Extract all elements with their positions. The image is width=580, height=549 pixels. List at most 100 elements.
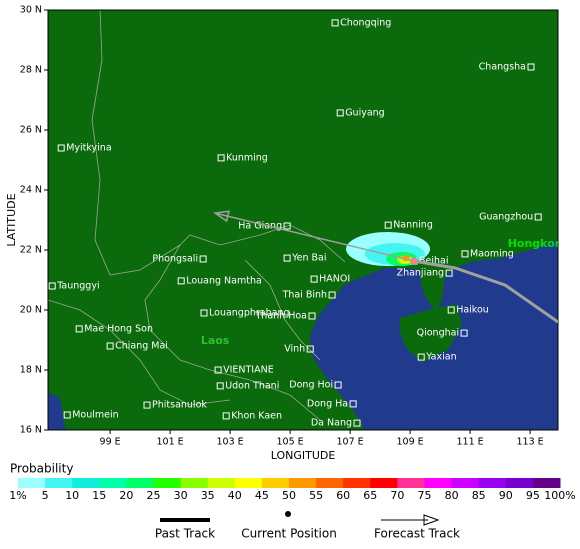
city-marker <box>447 306 455 314</box>
city-marker <box>417 353 425 361</box>
city-label: Ha Giang <box>238 221 282 232</box>
current-position <box>410 257 418 266</box>
city-label: Myitkyina <box>66 143 111 154</box>
colorbar-tick-label: 80 <box>445 489 459 502</box>
colorbar-tick-label: 70 <box>390 489 404 502</box>
colorbar-swatch <box>180 478 209 488</box>
city-label: Chongqing <box>340 17 391 28</box>
colorbar-tick-label: 25 <box>147 489 161 502</box>
colorbar-swatch <box>370 478 398 488</box>
city-marker <box>75 325 83 333</box>
colorbar-swatch <box>478 478 507 488</box>
city-label: Louang Namtha <box>186 275 262 286</box>
colorbar-tick-label: 95 <box>526 489 540 502</box>
city-label: Thanh Hoa <box>255 311 308 322</box>
colorbar-tick-label: 50 <box>282 489 296 502</box>
city-label: Changsha <box>479 62 526 73</box>
city-label: Khon Kaen <box>231 410 282 421</box>
city-marker <box>57 144 65 152</box>
colorbar-swatch <box>234 478 263 488</box>
y-tick-label: 28 N <box>20 65 42 76</box>
x-tick-label: 103 E <box>217 437 244 448</box>
city-label: Kunming <box>226 152 268 163</box>
colorbar-swatch <box>207 478 236 488</box>
city-label: Yen Bai <box>291 253 326 264</box>
legend-forecast-arrow <box>423 514 440 526</box>
city-marker <box>308 312 316 320</box>
city-label: Beihai <box>419 256 448 267</box>
city-marker <box>216 382 224 390</box>
city-marker <box>310 275 318 283</box>
forecast-arrowhead <box>213 210 230 223</box>
colorbar-tick-label: 15 <box>92 489 106 502</box>
city-marker <box>200 309 208 317</box>
colorbar-swatch <box>505 478 534 488</box>
colorbar-swatch <box>424 478 453 488</box>
colorbar-swatch <box>316 478 344 488</box>
colorbar-swatch <box>343 478 371 488</box>
y-axis-label: LATITUDE <box>5 193 18 246</box>
city-label: Taunggyi <box>56 281 99 292</box>
colorbar-tick-label: 40 <box>228 489 242 502</box>
city-label: Maoming <box>470 248 514 259</box>
colorbar-tick-label: 5 <box>42 489 49 502</box>
city-marker <box>461 250 469 258</box>
past-track <box>413 259 558 324</box>
colorbar-swatch <box>126 478 154 488</box>
andaman-sea <box>48 392 66 430</box>
city-label: Louangphrabang <box>209 308 290 319</box>
city-label: Da Nang <box>311 418 352 429</box>
city-label: Dong Hoi <box>289 380 333 391</box>
city-marker <box>48 282 56 290</box>
city-marker <box>336 109 344 117</box>
colorbar-swatch <box>397 478 425 488</box>
colorbar-tick-label: 75 <box>418 489 432 502</box>
city-label: Dong Ha <box>307 398 348 409</box>
city-marker <box>349 400 357 408</box>
colorbar-swatch <box>72 478 100 488</box>
y-tick-label: 20 N <box>20 305 42 316</box>
colorbar-tick-label: 100% <box>544 489 575 502</box>
y-tick-label: 18 N <box>20 365 42 376</box>
colorbar-swatch <box>153 478 182 488</box>
city-label: Phitsanulok <box>152 400 207 411</box>
city-marker <box>384 221 392 229</box>
legend-label: Current Position <box>241 527 337 541</box>
city-marker <box>177 277 185 285</box>
x-tick-label: 113 E <box>517 437 544 448</box>
hainan-island <box>400 304 462 362</box>
city-label: Moulmein <box>72 410 118 421</box>
city-marker <box>527 63 535 71</box>
city-label: Guiyang <box>345 107 385 118</box>
city-marker <box>199 255 207 263</box>
city-label: HANOI <box>319 274 350 285</box>
colorbar-swatch <box>532 478 561 488</box>
forecast-track <box>214 212 415 262</box>
legend-current-dot <box>285 511 291 517</box>
colorbar-tick-label: 55 <box>309 489 323 502</box>
x-tick-label: 105 E <box>277 437 304 448</box>
city-label: Mae Hong Son <box>84 323 153 334</box>
probability-title: Probability <box>10 462 73 476</box>
borders <box>48 10 346 421</box>
colorbar-tick-label: 60 <box>336 489 350 502</box>
x-tick-label: 101 E <box>157 437 184 448</box>
city-label: Phongsali <box>152 254 198 265</box>
city-label: Qionghai <box>417 328 459 339</box>
city-label: Haikou <box>456 305 489 316</box>
y-tick-label: 26 N <box>20 125 42 136</box>
city-marker <box>63 411 71 419</box>
colorbar-tick-label: 20 <box>119 489 133 502</box>
region-label: Laos <box>201 334 230 347</box>
legend-label: Forecast Track <box>374 527 460 541</box>
y-tick-label: 16 N <box>20 425 42 436</box>
city-marker <box>214 366 222 374</box>
colorbar-swatch <box>289 478 317 488</box>
colorbar-tick-label: 1% <box>9 489 26 502</box>
city-label: Vinh <box>284 344 305 355</box>
y-tick-label: 24 N <box>20 185 42 196</box>
city-marker <box>445 269 453 277</box>
colorbar-tick-label: 45 <box>255 489 269 502</box>
